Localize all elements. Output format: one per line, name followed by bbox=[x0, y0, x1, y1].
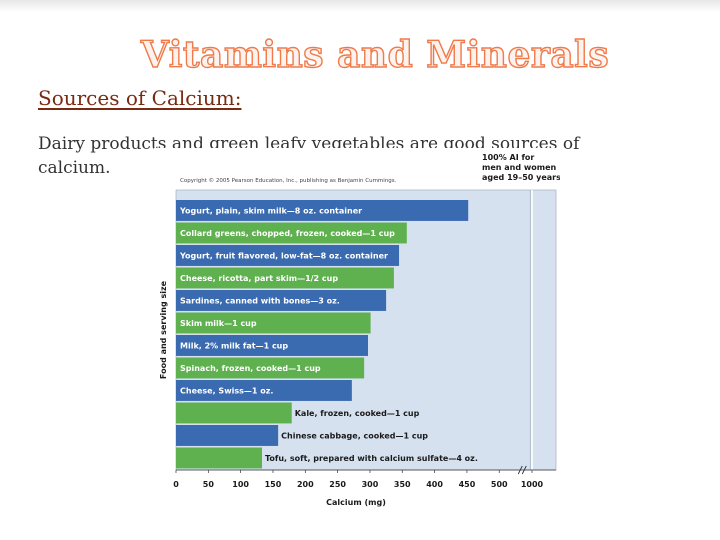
bar-label-4: Cheese, ricotta, part skim—1/2 cup bbox=[180, 274, 338, 283]
x-tick-label: 200 bbox=[297, 480, 314, 489]
bar-label-12: Tofu, soft, prepared with calcium sulfat… bbox=[265, 454, 478, 463]
bar-label-9: Cheese, Swiss—1 oz. bbox=[180, 386, 273, 395]
axis-break-mark bbox=[521, 465, 527, 475]
bar-2 bbox=[176, 222, 407, 244]
bar-7 bbox=[176, 335, 369, 356]
y-axis-title: Food and serving size bbox=[159, 280, 168, 379]
slide-title: Vitamins and Minerals bbox=[140, 33, 610, 76]
x-tick-label: 1000 bbox=[521, 480, 544, 489]
bar-label-1: Yogurt, plain, skim milk—8 oz. container bbox=[179, 206, 362, 215]
reference-label-line: aged 19–50 years bbox=[482, 173, 560, 182]
x-tick-label: 100 bbox=[232, 480, 249, 489]
chart-svg: Copyright © 2005 Pearson Education, Inc.… bbox=[159, 153, 560, 507]
x-tick-label: 450 bbox=[459, 480, 476, 489]
bar-label-10: Kale, frozen, cooked—1 cup bbox=[295, 409, 420, 418]
bar-3 bbox=[176, 245, 400, 266]
bar-5 bbox=[176, 290, 387, 311]
x-tick-label: 400 bbox=[426, 480, 443, 489]
bar-6 bbox=[176, 312, 371, 334]
x-axis-title: Calcium (mg) bbox=[326, 498, 386, 507]
axis-break-mark bbox=[517, 465, 523, 475]
reference-label-line: men and women bbox=[482, 163, 556, 172]
bar-4 bbox=[176, 267, 394, 289]
bar-label-6: Skim milk—1 cup bbox=[180, 319, 257, 328]
bar-label-2: Collard greens, chopped, frozen, cooked—… bbox=[180, 229, 395, 238]
reference-label-line: 100% AI for bbox=[482, 153, 534, 162]
bar-9 bbox=[176, 380, 352, 401]
bar-1 bbox=[176, 200, 469, 221]
x-tick-label: 50 bbox=[203, 480, 215, 489]
top-band bbox=[0, 0, 720, 12]
x-tick-label: 150 bbox=[265, 480, 282, 489]
bar-label-11: Chinese cabbage, cooked—1 cup bbox=[281, 431, 428, 440]
calcium-chart: Copyright © 2005 Pearson Education, Inc.… bbox=[154, 148, 560, 514]
bar-8 bbox=[176, 357, 365, 379]
bar-label-7: Milk, 2% milk fat—1 cup bbox=[180, 341, 288, 350]
bar-label-8: Spinach, frozen, cooked—1 cup bbox=[180, 364, 321, 373]
bar-10 bbox=[176, 402, 292, 424]
slide-subtitle: Sources of Calcium: bbox=[38, 86, 242, 110]
x-tick-label: 250 bbox=[329, 480, 346, 489]
x-tick-label: 500 bbox=[491, 480, 508, 489]
bar-11 bbox=[176, 425, 279, 446]
bar-label-5: Sardines, canned with bones—3 oz. bbox=[180, 296, 340, 305]
bar-label-3: Yogurt, fruit flavored, low-fat—8 oz. co… bbox=[179, 251, 388, 260]
x-tick-label: 350 bbox=[394, 480, 411, 489]
bar-12 bbox=[176, 447, 262, 469]
x-tick-label: 300 bbox=[362, 480, 379, 489]
copyright-text: Copyright © 2005 Pearson Education, Inc.… bbox=[180, 177, 397, 184]
x-tick-label: 0 bbox=[173, 480, 179, 489]
